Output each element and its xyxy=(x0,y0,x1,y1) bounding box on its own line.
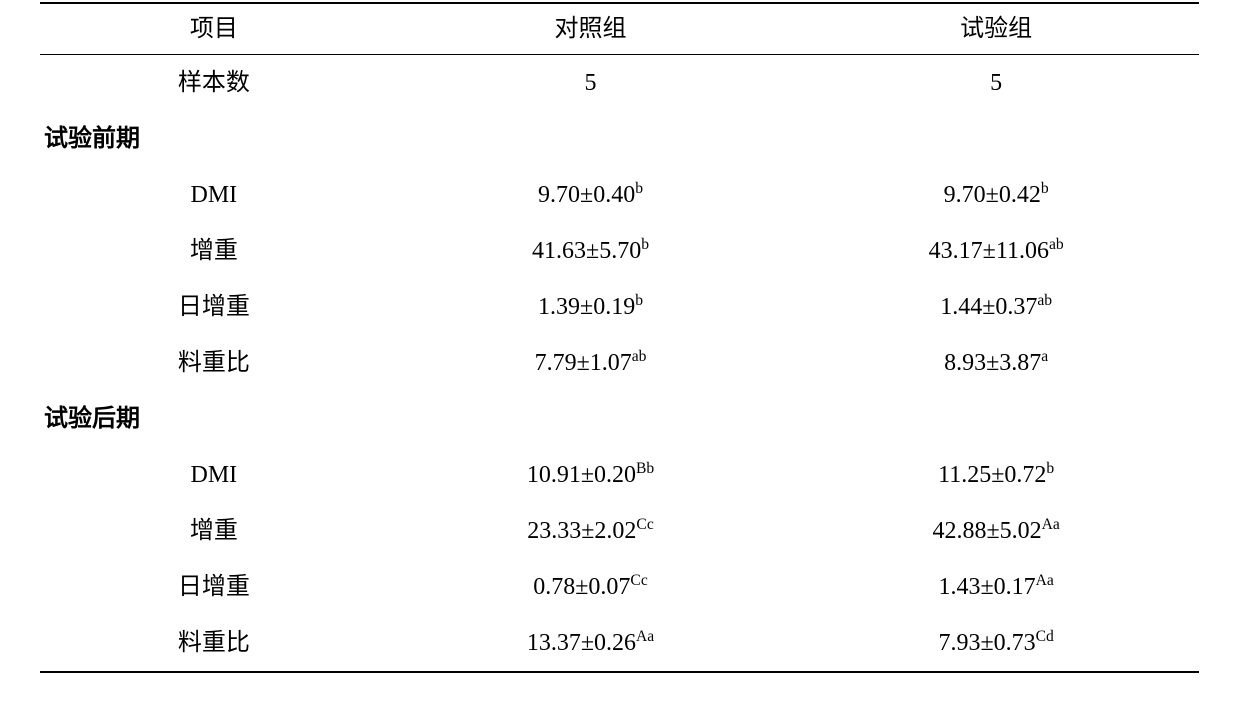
early-dmi-row: DMI 9.70±0.40b 9.70±0.42b xyxy=(40,167,1199,223)
early-adg-label: 日增重 xyxy=(40,279,388,335)
late-dmi-trial: 11.25±0.72b xyxy=(793,447,1199,503)
early-adg-row: 日增重 1.39±0.19b 1.44±0.37ab xyxy=(40,279,1199,335)
early-fcr-trial: 8.93±3.87a xyxy=(793,335,1199,391)
early-dmi-label: DMI xyxy=(40,167,388,223)
cell-value: 42.88±5.02 xyxy=(932,518,1041,544)
cell-value: 9.70±0.40 xyxy=(538,182,635,208)
cell-value: 1.39±0.19 xyxy=(538,294,635,320)
late-adg-control: 0.78±0.07Cc xyxy=(388,559,794,615)
late-dmi-label: DMI xyxy=(40,447,388,503)
sample-size-row: 样本数 5 5 xyxy=(40,55,1199,112)
late-gain-trial: 42.88±5.02Aa xyxy=(793,503,1199,559)
cell-value: 11.25±0.72 xyxy=(938,462,1046,488)
cell-sup: ab xyxy=(632,348,647,365)
cell-sup: b xyxy=(635,292,643,309)
page: 项目 对照组 试验组 样本数 5 5 试验前期 DMI 9.70±0.40b 9… xyxy=(0,0,1239,728)
cell-value: 23.33±2.02 xyxy=(527,518,636,544)
late-gain-row: 增重 23.33±2.02Cc 42.88±5.02Aa xyxy=(40,503,1199,559)
cell-value: 8.93±3.87 xyxy=(944,350,1041,376)
early-gain-trial: 43.17±11.06ab xyxy=(793,223,1199,279)
cell-sup: Cc xyxy=(636,516,653,533)
late-fcr-label: 料重比 xyxy=(40,615,388,672)
cell-sup: Aa xyxy=(1036,572,1054,589)
cell-sup: Aa xyxy=(1042,516,1060,533)
early-dmi-trial: 9.70±0.42b xyxy=(793,167,1199,223)
cell-sup: Bb xyxy=(636,460,654,477)
cell-sup: a xyxy=(1041,348,1048,365)
cell-sup: Cd xyxy=(1036,628,1054,645)
early-gain-label: 增重 xyxy=(40,223,388,279)
late-gain-control: 23.33±2.02Cc xyxy=(388,503,794,559)
early-adg-trial: 1.44±0.37ab xyxy=(793,279,1199,335)
cell-value: 9.70±0.42 xyxy=(944,182,1041,208)
section-late-title-row: 试验后期 xyxy=(40,391,1199,447)
col-header-control: 对照组 xyxy=(388,3,794,55)
cell-sup: Aa xyxy=(636,628,654,645)
late-gain-label: 增重 xyxy=(40,503,388,559)
late-adg-row: 日增重 0.78±0.07Cc 1.43±0.17Aa xyxy=(40,559,1199,615)
early-fcr-control: 7.79±1.07ab xyxy=(388,335,794,391)
cell-value: 43.17±11.06 xyxy=(929,238,1049,264)
early-gain-control: 41.63±5.70b xyxy=(388,223,794,279)
cell-sup: b xyxy=(1046,460,1054,477)
late-fcr-control: 13.37±0.26Aa xyxy=(388,615,794,672)
cell-value: 41.63±5.70 xyxy=(532,238,641,264)
cell-value: 7.93±0.73 xyxy=(938,630,1035,656)
cell-sup: ab xyxy=(1037,292,1052,309)
cell-value: 10.91±0.20 xyxy=(527,462,636,488)
section-early-title: 试验前期 xyxy=(40,111,1199,167)
late-dmi-control: 10.91±0.20Bb xyxy=(388,447,794,503)
cell-value: 1.44±0.37 xyxy=(940,294,1037,320)
early-adg-control: 1.39±0.19b xyxy=(388,279,794,335)
cell-sup: b xyxy=(635,180,643,197)
sample-size-control: 5 xyxy=(388,55,794,112)
table-header-row: 项目 对照组 试验组 xyxy=(40,3,1199,55)
cell-sup: b xyxy=(641,236,649,253)
cell-value: 1.43±0.17 xyxy=(938,574,1035,600)
early-fcr-label: 料重比 xyxy=(40,335,388,391)
cell-sup: b xyxy=(1041,180,1049,197)
col-header-trial: 试验组 xyxy=(793,3,1199,55)
col-header-item: 项目 xyxy=(40,3,388,55)
late-fcr-trial: 7.93±0.73Cd xyxy=(793,615,1199,672)
cell-sup: ab xyxy=(1049,236,1064,253)
cell-sup: Cc xyxy=(630,572,647,589)
sample-size-trial: 5 xyxy=(793,55,1199,112)
cell-value: 13.37±0.26 xyxy=(527,630,636,656)
early-gain-row: 增重 41.63±5.70b 43.17±11.06ab xyxy=(40,223,1199,279)
section-late-title: 试验后期 xyxy=(40,391,1199,447)
late-adg-trial: 1.43±0.17Aa xyxy=(793,559,1199,615)
late-adg-label: 日增重 xyxy=(40,559,388,615)
sample-size-label: 样本数 xyxy=(40,55,388,112)
cell-value: 7.79±1.07 xyxy=(535,350,632,376)
late-dmi-row: DMI 10.91±0.20Bb 11.25±0.72b xyxy=(40,447,1199,503)
cell-value: 0.78±0.07 xyxy=(533,574,630,600)
results-table: 项目 对照组 试验组 样本数 5 5 试验前期 DMI 9.70±0.40b 9… xyxy=(40,2,1199,673)
early-dmi-control: 9.70±0.40b xyxy=(388,167,794,223)
late-fcr-row: 料重比 13.37±0.26Aa 7.93±0.73Cd xyxy=(40,615,1199,672)
section-early-title-row: 试验前期 xyxy=(40,111,1199,167)
early-fcr-row: 料重比 7.79±1.07ab 8.93±3.87a xyxy=(40,335,1199,391)
